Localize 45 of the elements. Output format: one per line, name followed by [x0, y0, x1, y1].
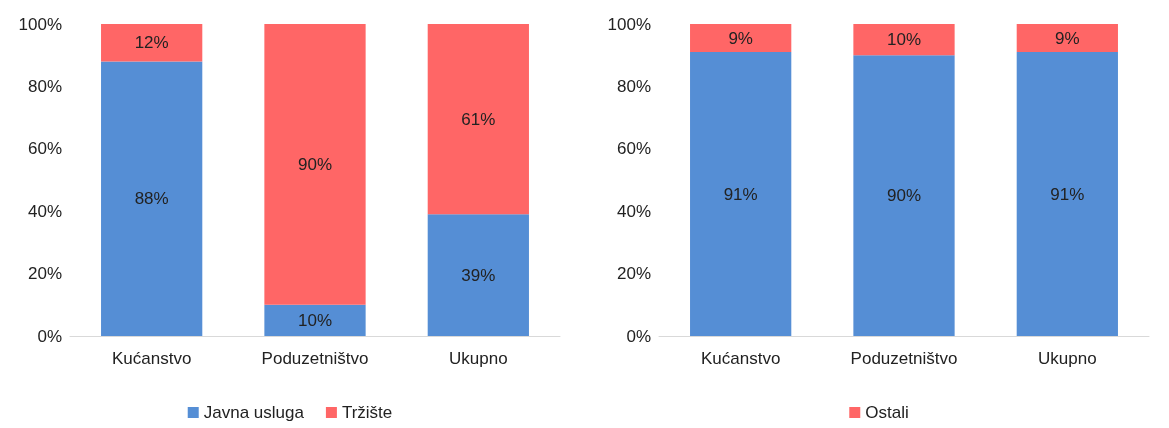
y-tick-label: 60%	[27, 139, 62, 159]
bar	[101, 24, 203, 62]
y-tick-label: 100%	[607, 14, 651, 34]
data-label: 10%	[886, 30, 922, 50]
y-tick-label: 0%	[37, 326, 62, 346]
bar	[264, 24, 366, 305]
bar	[690, 24, 792, 53]
y-tick-label: 60%	[616, 139, 651, 159]
x-tick-label: Poduzetništvo	[261, 349, 369, 368]
data-label: 61%	[461, 109, 496, 129]
y-tick-label: 100%	[18, 14, 62, 34]
x-tick-label: Kućanstvo	[111, 349, 192, 368]
data-label: 9%	[1055, 28, 1080, 48]
y-tick-label: 80%	[27, 76, 62, 96]
data-label: 9%	[728, 28, 753, 48]
bar	[853, 55, 955, 336]
y-tick-label: 0%	[626, 326, 651, 346]
bar	[427, 214, 529, 336]
bar	[1016, 52, 1118, 336]
bar	[101, 61, 203, 336]
x-tick-label: Ukupno	[1038, 349, 1097, 368]
y-tick-label: 40%	[616, 201, 651, 221]
bar	[1016, 24, 1118, 53]
x-tick-label: Ukupno	[449, 349, 508, 368]
data-label: 91%	[723, 184, 758, 204]
x-tick-label: Poduzetništvo	[850, 349, 958, 368]
bar	[264, 304, 366, 336]
bar	[690, 52, 792, 336]
x-tick-label: Kućanstvo	[700, 349, 781, 368]
bar	[853, 24, 955, 56]
y-tick-label: 20%	[616, 264, 651, 284]
legend-label: Ostali	[865, 403, 909, 422]
bar	[427, 24, 529, 215]
data-label: 91%	[1050, 184, 1085, 204]
data-label: 10%	[297, 310, 333, 330]
data-label: 39%	[461, 265, 496, 285]
data-label: 88%	[134, 189, 169, 209]
y-tick-label: 20%	[27, 264, 62, 284]
y-tick-label: 80%	[616, 76, 651, 96]
legend-label: Tržište	[341, 403, 393, 422]
y-tick-label: 40%	[27, 201, 62, 221]
legend-label: Javna usluga	[203, 403, 305, 422]
data-label: 90%	[297, 154, 333, 174]
data-label: 90%	[886, 186, 922, 206]
data-label: 12%	[134, 33, 169, 53]
